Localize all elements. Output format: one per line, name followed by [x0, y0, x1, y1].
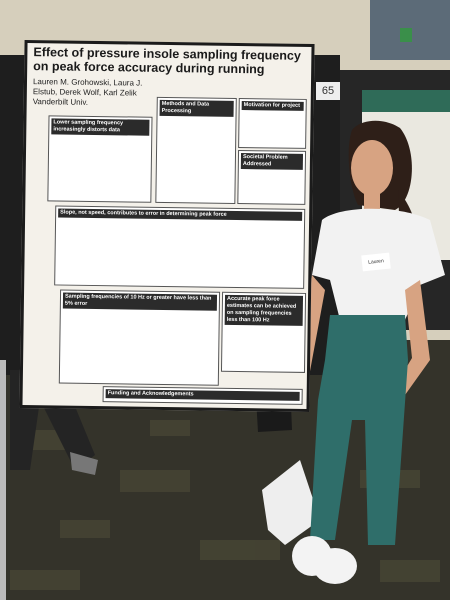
poster-section: Accurate peak force estimates can be ach…	[220, 291, 307, 373]
poster: Effect of pressure insole sampling frequ…	[19, 39, 315, 413]
section-heading: Motivation for project	[241, 101, 304, 111]
section-heading: Slope, not speed, contributes to error i…	[58, 208, 303, 221]
section-heading: Methods and Data Processing	[159, 99, 234, 117]
section-heading: Funding and Acknowledgements	[105, 389, 300, 401]
poster-section: Methods and Data Processing	[155, 96, 237, 204]
section-heading: Societal Problem Addressed	[240, 153, 304, 170]
section-heading: Accurate peak force estimates can be ach…	[224, 294, 304, 326]
poster-authors: Lauren M. Grohowski, Laura J. Elstub, De…	[32, 77, 143, 107]
poster-section: Lower sampling frequency increasingly di…	[47, 115, 153, 203]
poster-section: Sampling frequencies of 10 Hz or greater…	[58, 289, 221, 386]
name-tag: Lauren	[361, 252, 391, 272]
poster-section: Funding and Acknowledgements	[102, 386, 303, 405]
poster-title: Effect of pressure insole sampling frequ…	[33, 45, 301, 77]
section-heading: Lower sampling frequency increasingly di…	[51, 118, 150, 136]
section-heading: Sampling frequencies of 10 Hz or greater…	[62, 292, 218, 311]
board-number: 65	[316, 82, 340, 100]
poster-section: Motivation for project	[238, 97, 307, 149]
poster-section: Slope, not speed, contributes to error i…	[54, 205, 306, 289]
poster-section: Societal Problem Addressed	[237, 149, 307, 205]
